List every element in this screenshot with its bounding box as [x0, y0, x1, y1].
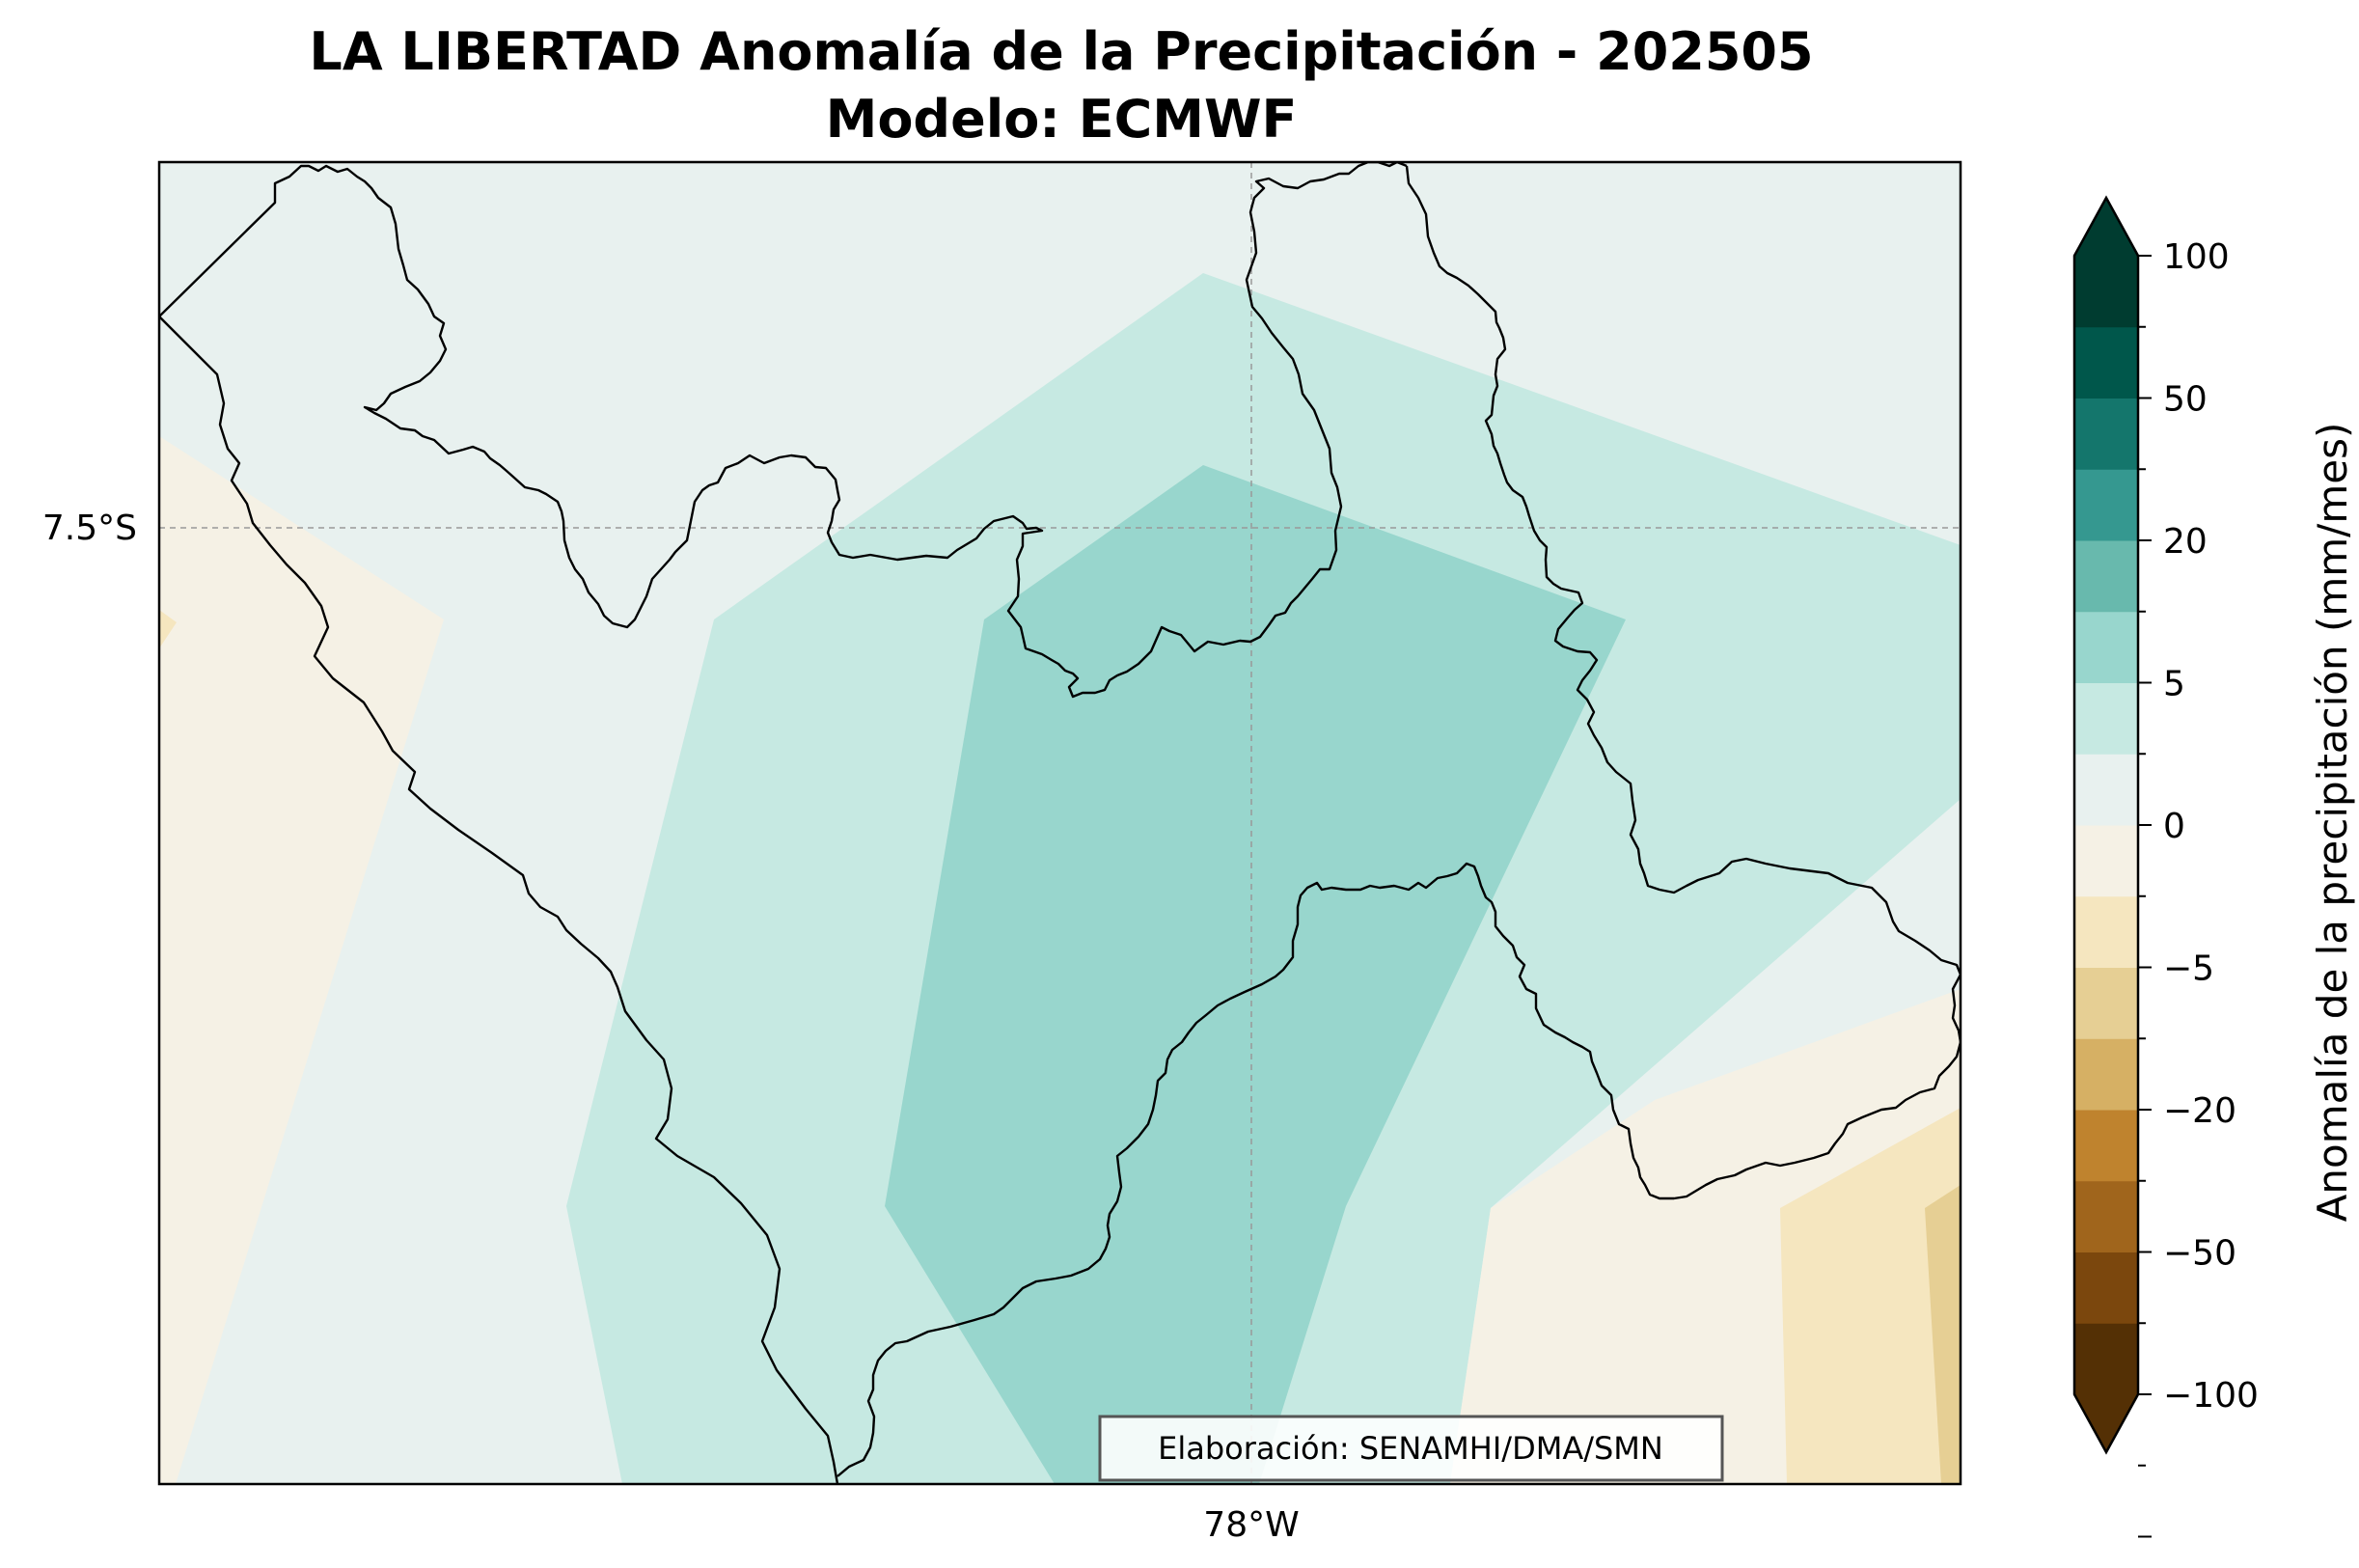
- colorbar-bin: [2074, 895, 2138, 968]
- colorbar-tick-label: −100: [2163, 1376, 2259, 1416]
- colorbar-bin: [2074, 1038, 2138, 1111]
- colorbar-tick-label: −20: [2163, 1091, 2236, 1131]
- colorbar-bin: [2074, 611, 2138, 683]
- y-tick-label: 7.5°S: [42, 509, 137, 548]
- anomaly-area-negative-west: [159, 436, 444, 1484]
- colorbar-bin: [2074, 825, 2138, 897]
- north-border: [159, 162, 1408, 699]
- east-border: [837, 165, 1961, 1477]
- chart-subtitle: Modelo: ECMWF: [826, 89, 1298, 150]
- colorbar-tick-label: −50: [2163, 1234, 2236, 1274]
- chart-title: LA LIBERTAD Anomalía de la Precipitación…: [309, 21, 1813, 82]
- anomaly-area-small-west: [159, 610, 177, 648]
- colorbar-extend-under: [2074, 1394, 2138, 1452]
- map-panel: [159, 162, 1961, 1484]
- colorbar-bin: [2074, 256, 2138, 328]
- x-tick-label: 78°W: [1203, 1505, 1299, 1545]
- colorbar-bin: [2074, 398, 2138, 470]
- colorbar-bin: [2074, 1323, 2138, 1395]
- credit-text: Elaboración: SENAMHI/DMA/SMN: [1158, 1430, 1663, 1467]
- colorbar-bin: [2074, 1180, 2138, 1252]
- colorbar-bin: [2074, 326, 2138, 399]
- anomaly-area-teal: [885, 465, 1626, 1484]
- colorbar-tick-label: 50: [2163, 380, 2208, 420]
- colorbar-tick-label: 5: [2163, 665, 2185, 704]
- colorbar-tick-label: 0: [2163, 807, 2185, 846]
- map-frame: [157, 160, 1962, 1486]
- colorbar-bin: [2074, 469, 2138, 541]
- colorbar-bin: [2074, 1110, 2138, 1182]
- colorbar-tick-label: 100: [2163, 237, 2230, 277]
- colorbar-bin: [2074, 540, 2138, 613]
- colorbar-label: Anomalía de la precipitación (mm/mes): [2309, 423, 2356, 1223]
- colorbar-bin: [2074, 682, 2138, 755]
- credit-box: Elaboración: SENAMHI/DMA/SMN: [1098, 1415, 1724, 1482]
- anomaly-area-dry-east: [1780, 1108, 1961, 1484]
- colorbar-bin: [2074, 967, 2138, 1039]
- credit-box-frame: [1098, 1415, 1724, 1482]
- colorbar-bin: [2074, 754, 2138, 826]
- colorbar-tick-label: 20: [2163, 522, 2208, 562]
- colorbar-extend-over: [2074, 198, 2138, 256]
- coastline: [159, 316, 839, 1484]
- colorbar-bin: [2074, 1252, 2138, 1324]
- anomaly-area-drier-east: [1925, 1185, 1961, 1484]
- colorbar-tick-label: −5: [2163, 949, 2214, 989]
